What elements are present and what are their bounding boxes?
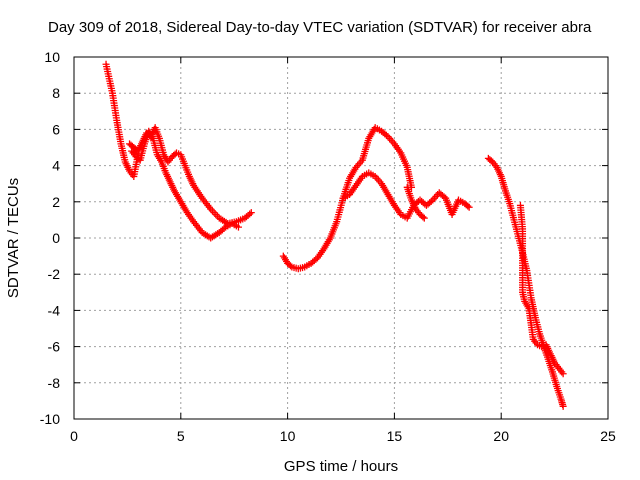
data-point <box>419 213 427 221</box>
data-point <box>247 209 255 217</box>
x-tick-label: 0 <box>70 428 78 444</box>
data-point <box>246 210 254 218</box>
y-tick-label: 4 <box>52 158 60 174</box>
chart-title: Day 309 of 2018, Sidereal Day-to-day VTE… <box>48 19 592 36</box>
y-tick-label: 10 <box>44 49 60 65</box>
y-axis-label: SDTVAR / TECUs <box>5 178 22 298</box>
data-point <box>464 202 472 210</box>
data-point <box>234 223 242 231</box>
data-point <box>382 131 390 139</box>
x-axis-label: GPS time / hours <box>284 458 398 475</box>
x-tick-label: 15 <box>387 428 403 444</box>
data-point <box>427 197 435 205</box>
x-tick-label: 25 <box>600 428 616 444</box>
y-tick-label: -6 <box>48 339 61 355</box>
data-point <box>559 402 567 410</box>
y-tick-label: 6 <box>52 121 60 137</box>
series-track-2 <box>126 124 255 228</box>
y-tick-label: -4 <box>48 302 61 318</box>
y-tick-label: 0 <box>52 230 60 246</box>
data-point <box>286 262 294 270</box>
y-tick-label: -10 <box>40 411 60 427</box>
data-point <box>220 224 228 232</box>
grid-lines <box>74 57 608 419</box>
y-tick-label: 2 <box>52 194 60 210</box>
series-track-4 <box>339 169 473 222</box>
x-tick-label: 10 <box>280 428 296 444</box>
x-tick-label: 5 <box>177 428 185 444</box>
series-track-5 <box>403 183 428 222</box>
plot-frame <box>73 56 609 420</box>
x-tick-label: 20 <box>493 428 509 444</box>
series-track-7 <box>516 201 567 378</box>
y-tick-label: -2 <box>48 266 61 282</box>
tick-labels: 0 5 10 15 20 25 -10 -8 -6 -4 -2 0 2 4 6 8 10 <box>40 49 616 444</box>
y-tick-label: 8 <box>52 85 60 101</box>
data-point <box>465 203 473 211</box>
data-point <box>559 370 567 378</box>
y-tick-label: -8 <box>48 375 61 391</box>
data-points <box>102 60 567 410</box>
data-point <box>420 214 428 222</box>
series-track-3 <box>279 124 415 273</box>
